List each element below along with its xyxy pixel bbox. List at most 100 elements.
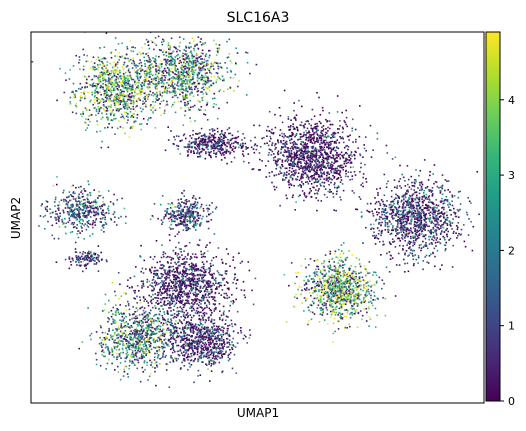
cell-point xyxy=(194,69,197,72)
cell-point xyxy=(87,226,90,228)
cell-point xyxy=(63,211,65,214)
cell-point xyxy=(185,216,187,218)
cell-point xyxy=(284,143,286,146)
cell-point xyxy=(313,154,316,157)
cell-point xyxy=(63,91,66,94)
cell-point xyxy=(343,153,345,156)
cell-point xyxy=(129,98,132,101)
cell-point xyxy=(95,114,97,116)
cell-point xyxy=(140,93,142,96)
cell-point xyxy=(116,199,118,201)
cell-point xyxy=(217,138,219,141)
cell-point xyxy=(150,73,152,75)
cell-point xyxy=(327,153,329,156)
cell-point xyxy=(178,62,180,64)
cell-point xyxy=(196,133,198,135)
cell-point xyxy=(91,204,94,207)
cell-point xyxy=(435,245,437,247)
cell-point xyxy=(134,94,136,97)
cell-point xyxy=(68,217,71,219)
cell-point xyxy=(186,200,188,203)
cell-point xyxy=(430,222,433,224)
cell-point xyxy=(145,105,147,108)
cell-point xyxy=(87,211,89,214)
cell-point xyxy=(424,226,426,228)
cell-point xyxy=(114,49,117,51)
cell-point xyxy=(180,222,182,224)
cell-point xyxy=(173,206,176,208)
cell-point xyxy=(410,197,413,200)
cell-point xyxy=(150,109,152,111)
cell-point xyxy=(211,145,214,148)
cell-point xyxy=(315,181,317,183)
cell-point xyxy=(419,189,421,191)
cell-point xyxy=(65,203,68,206)
cell-point xyxy=(204,144,206,146)
cell-point xyxy=(204,114,207,116)
cell-point xyxy=(428,195,431,197)
cell-point xyxy=(134,91,136,93)
cell-point xyxy=(221,75,224,78)
cell-point xyxy=(207,59,209,62)
cell-point xyxy=(135,100,138,102)
cell-point xyxy=(89,113,92,116)
cell-point xyxy=(323,166,325,168)
cell-point xyxy=(327,147,330,150)
cell-point xyxy=(122,104,125,106)
cell-point xyxy=(415,169,417,171)
cell-point xyxy=(417,255,420,257)
cell-point xyxy=(116,224,118,226)
cell-point xyxy=(114,107,117,109)
cell-point xyxy=(178,71,181,73)
cell-point xyxy=(118,98,121,101)
cell-point xyxy=(140,123,143,125)
cell-point xyxy=(93,96,96,98)
cell-point xyxy=(207,138,209,140)
cell-point xyxy=(170,215,173,217)
cell-point xyxy=(140,83,142,86)
cell-point xyxy=(87,222,90,225)
cell-point xyxy=(217,75,219,77)
cell-point xyxy=(325,136,328,139)
cell-point xyxy=(194,197,197,200)
cell-point xyxy=(171,59,173,62)
cell-point xyxy=(188,75,191,77)
cell-point xyxy=(107,126,109,129)
cell-point xyxy=(46,201,49,203)
cell-point xyxy=(302,135,305,137)
cell-point xyxy=(206,103,208,106)
cell-point xyxy=(180,71,183,73)
cell-point xyxy=(329,167,331,169)
cell-point xyxy=(175,70,177,73)
cell-point xyxy=(359,171,361,173)
cell-point xyxy=(327,156,329,159)
cell-point xyxy=(178,135,180,138)
cell-point xyxy=(378,212,380,214)
cell-point xyxy=(283,155,285,157)
cell-point xyxy=(78,59,81,61)
cell-point xyxy=(106,116,109,119)
cell-point xyxy=(155,71,158,74)
cell-point xyxy=(322,134,324,137)
cell-point xyxy=(99,205,101,208)
cell-point xyxy=(213,68,215,70)
cell-point xyxy=(109,78,111,80)
cell-point xyxy=(332,134,335,136)
cell-point xyxy=(196,60,198,62)
cell-point xyxy=(241,139,243,141)
cell-point xyxy=(320,141,323,144)
cell-point xyxy=(261,137,263,140)
cell-point xyxy=(404,253,406,256)
cell-point xyxy=(190,61,193,63)
cell-point xyxy=(158,70,161,72)
cell-cluster xyxy=(38,176,127,247)
cell-point xyxy=(176,224,179,226)
cell-point xyxy=(441,174,444,176)
cell-point xyxy=(116,93,118,95)
cell-point xyxy=(383,194,386,197)
cell-point xyxy=(331,178,333,181)
cell-point xyxy=(298,157,300,159)
cell-point xyxy=(292,173,294,176)
cell-point xyxy=(333,177,335,179)
cell-point xyxy=(84,107,87,109)
